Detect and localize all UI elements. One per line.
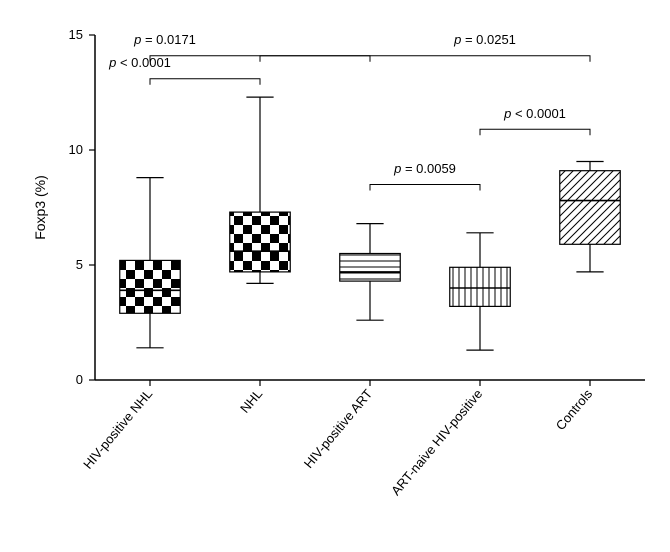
box-3 (450, 267, 511, 306)
x-cat-2: HIV-positive ART (301, 386, 376, 471)
x-cat-0: HIV-positive NHL (80, 386, 155, 471)
svg-text:5: 5 (76, 257, 83, 272)
svg-text:10: 10 (69, 142, 83, 157)
y-axis-label: Foxp3 (%) (32, 175, 48, 240)
svg-text:0: 0 (76, 372, 83, 387)
box-4 (560, 171, 621, 245)
pvalue-1: p = 0.0171 (133, 32, 196, 47)
pvalue-3: p = 0.0059 (393, 161, 456, 176)
svg-text:15: 15 (69, 27, 83, 42)
x-cat-4: Controls (553, 386, 596, 433)
chart-container: 0 5 10 15 Foxp3 (%) HIV-positive NHL NHL HIV-po… (0, 0, 670, 552)
pvalue-2: p = 0.0251 (453, 32, 516, 47)
pvalue-0: p < 0.0001 (108, 55, 171, 70)
pvalue-4: p < 0.0001 (503, 106, 566, 121)
box-1 (230, 212, 291, 272)
x-cat-1: NHL (237, 386, 265, 416)
box-0 (120, 260, 181, 313)
x-cat-3: ART-naive HIV-positive (388, 386, 485, 498)
box-2 (340, 254, 401, 282)
boxplot-chart: 0 5 10 15 Foxp3 (%) HIV-positive NHL NHL HIV-po… (0, 0, 670, 552)
